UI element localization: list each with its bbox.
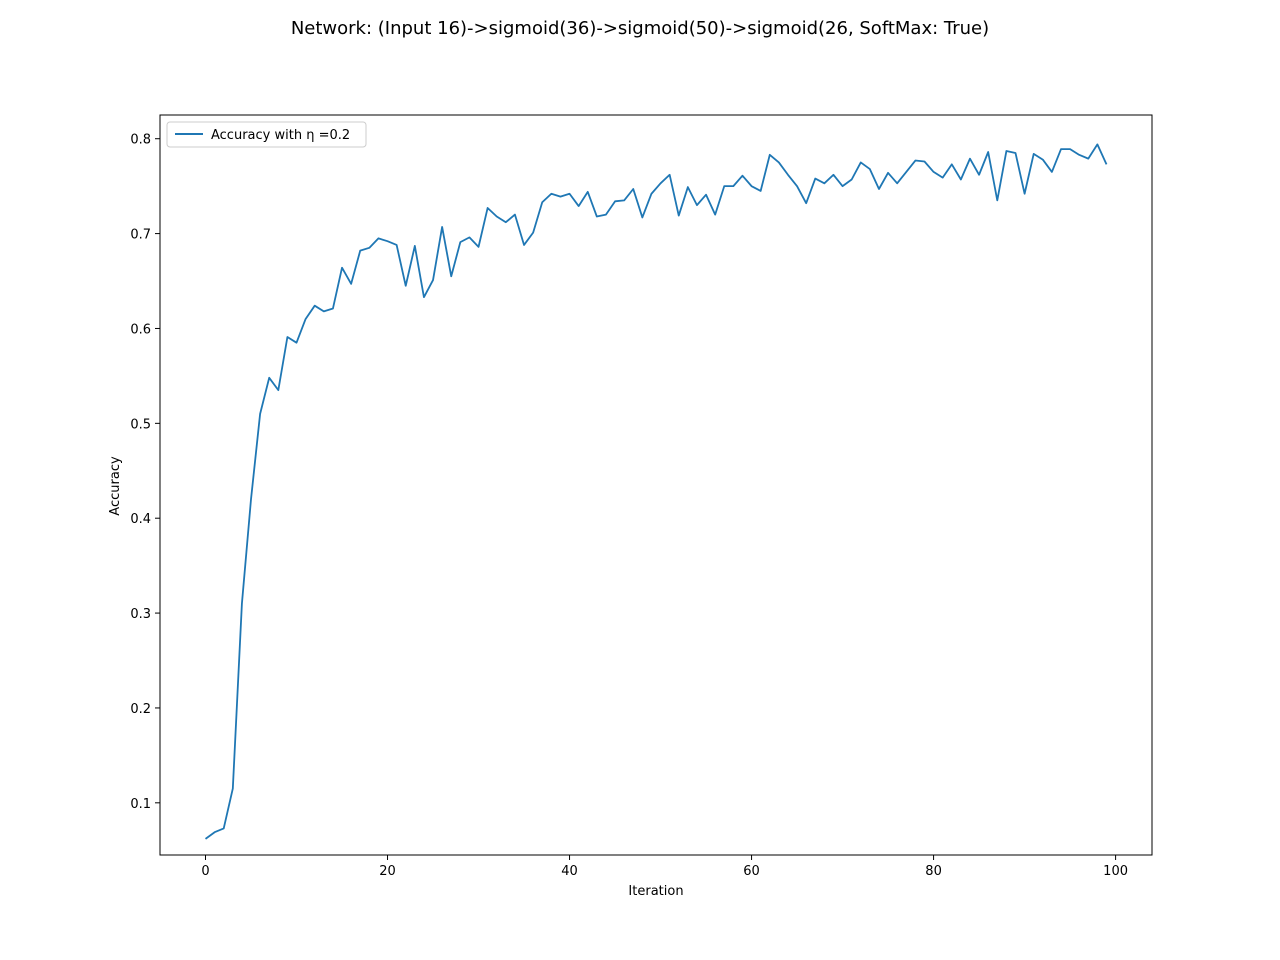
y-tick-label: 0.5 — [130, 417, 151, 432]
y-tick-label: 0.8 — [130, 133, 151, 148]
x-axis: 0 20 40 60 80 100 — [201, 855, 1128, 879]
legend-box — [166, 121, 367, 148]
x-tick-label: 60 — [743, 864, 760, 879]
legend-label: Accuracy with η =0.2 — [211, 128, 350, 143]
y-axis-label: Accuracy — [108, 456, 123, 516]
legend: Accuracy with η =0.2 — [166, 121, 367, 148]
x-tick-label: 20 — [379, 864, 396, 879]
x-tick-label: 80 — [925, 864, 942, 879]
x-tick-label: 100 — [1103, 864, 1128, 879]
x-axis-label: Iteration — [628, 884, 683, 899]
series-layer — [204, 143, 1108, 840]
series-line-0 — [204, 143, 1108, 840]
y-tick-label: 0.1 — [130, 797, 151, 812]
chart-title: Network: (Input 16)->sigmoid(36)->sigmoi… — [291, 18, 989, 39]
plot-area — [159, 114, 1153, 856]
y-axis: 0.1 0.2 0.3 0.4 0.5 0.6 0.7 0.8 — [130, 133, 160, 812]
x-tick-label: 40 — [561, 864, 578, 879]
y-tick-label: 0.7 — [130, 228, 151, 243]
x-tick-label: 0 — [201, 864, 209, 879]
y-tick-label: 0.2 — [130, 702, 151, 717]
y-tick-label: 0.6 — [130, 322, 151, 337]
y-tick-label: 0.3 — [130, 607, 151, 622]
y-tick-label: 0.4 — [130, 512, 151, 527]
